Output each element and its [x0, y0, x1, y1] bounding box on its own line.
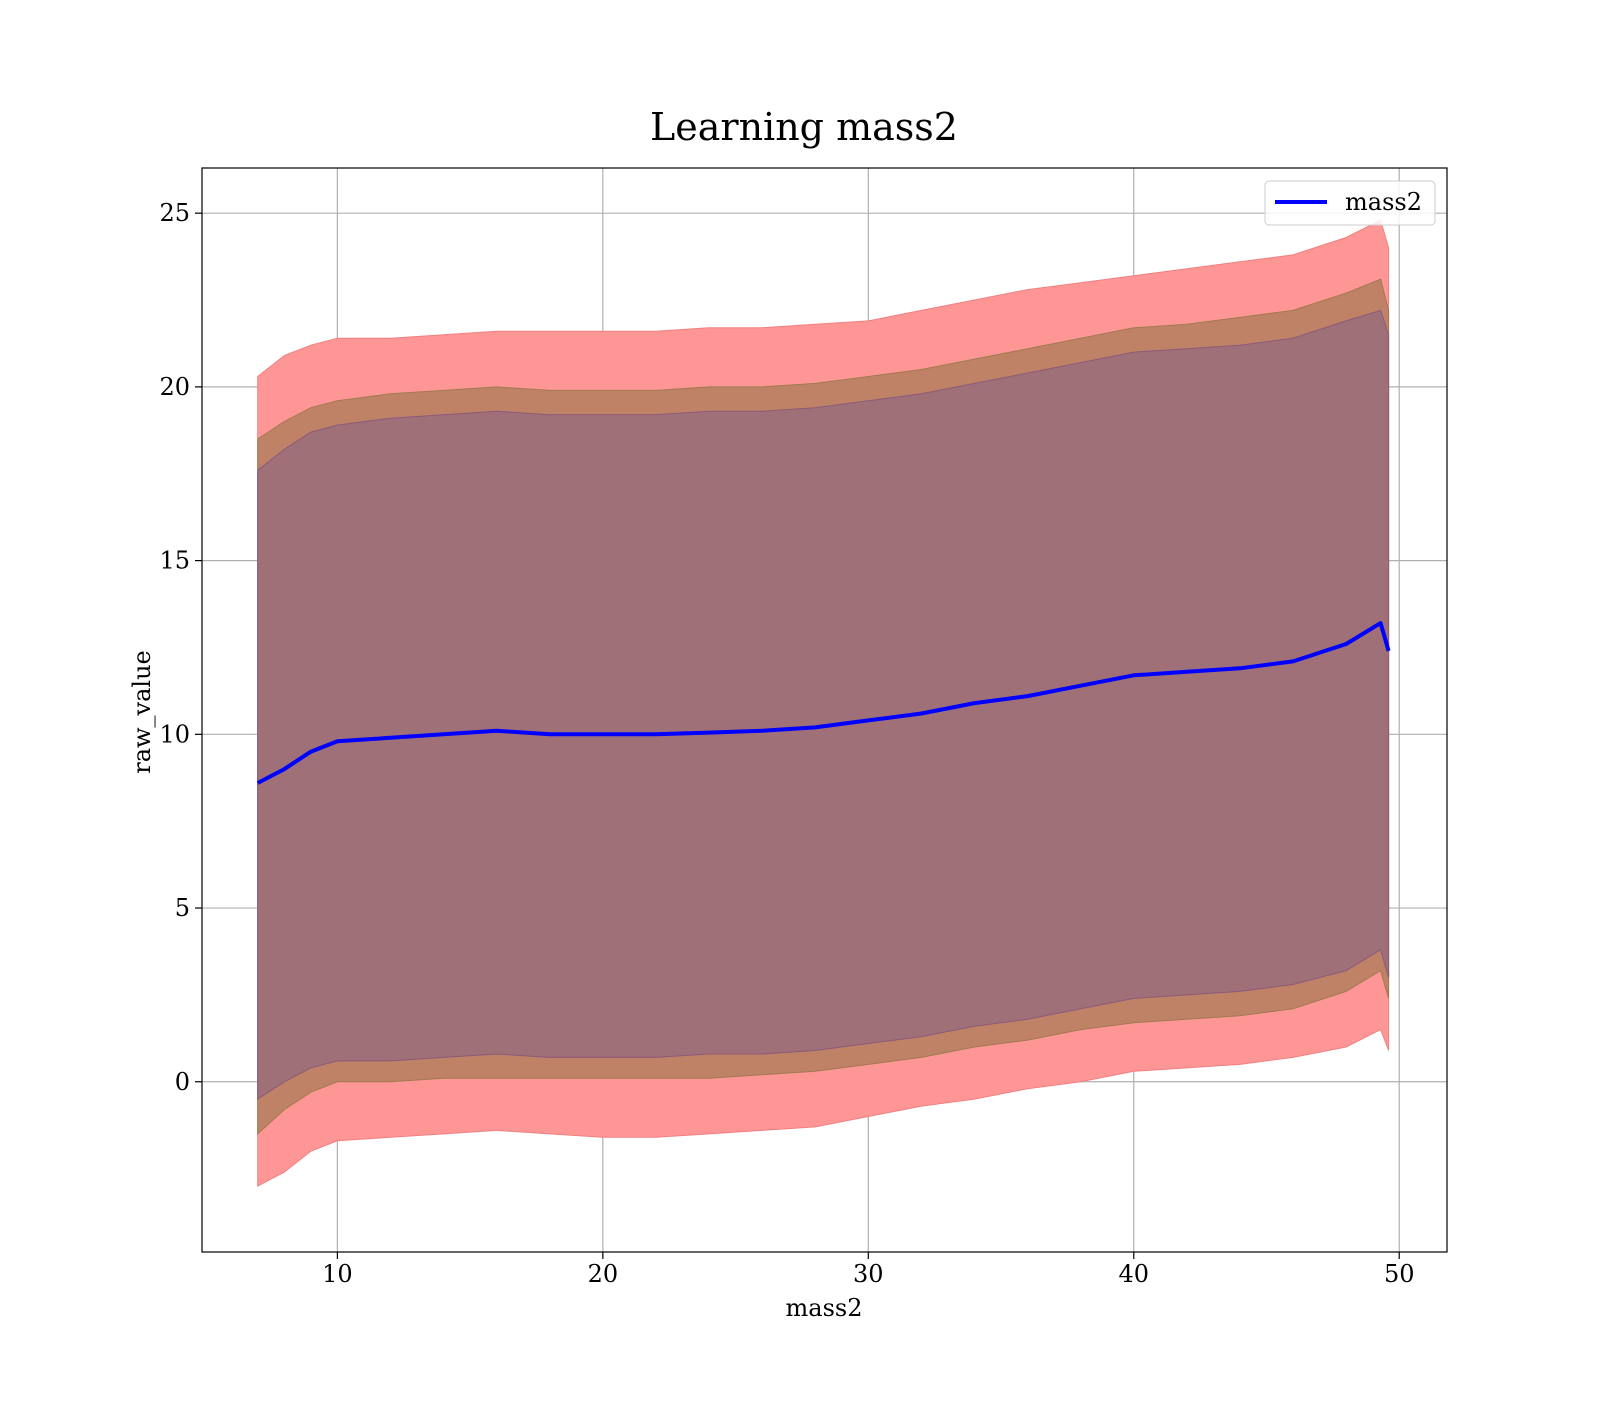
- chart-title: Learning mass2: [650, 105, 958, 149]
- x-tick-label: 20: [588, 1260, 619, 1288]
- bands-layer: [257, 219, 1390, 1187]
- y-tick-label: 15: [159, 547, 190, 575]
- y-tick-label: 5: [175, 894, 190, 922]
- series-line-mass2: [256, 621, 1391, 785]
- y-tick-label: 0: [175, 1068, 190, 1096]
- plot-frame: [201, 167, 1448, 1253]
- x-axis-label: mass2: [786, 1294, 863, 1322]
- y-axis-label: raw_value: [128, 650, 156, 774]
- legend: mass2: [1264, 180, 1436, 226]
- x-tick-label: 30: [853, 1260, 884, 1288]
- y-tick-label: 20: [159, 373, 190, 401]
- legend-box: [1264, 180, 1436, 226]
- y-tick-label: 25: [159, 199, 190, 227]
- x-tick-label: 10: [322, 1260, 353, 1288]
- legend-label: mass2: [1345, 188, 1422, 216]
- line-layer: [256, 621, 1391, 785]
- ticks-layer: 10 20 30 40 50 0 5 10 15 20 25: [159, 199, 1414, 1288]
- x-tick-label: 50: [1384, 1260, 1415, 1288]
- band-inner: [257, 309, 1390, 1101]
- y-tick-label: 10: [159, 720, 190, 748]
- x-tick-label: 40: [1118, 1260, 1149, 1288]
